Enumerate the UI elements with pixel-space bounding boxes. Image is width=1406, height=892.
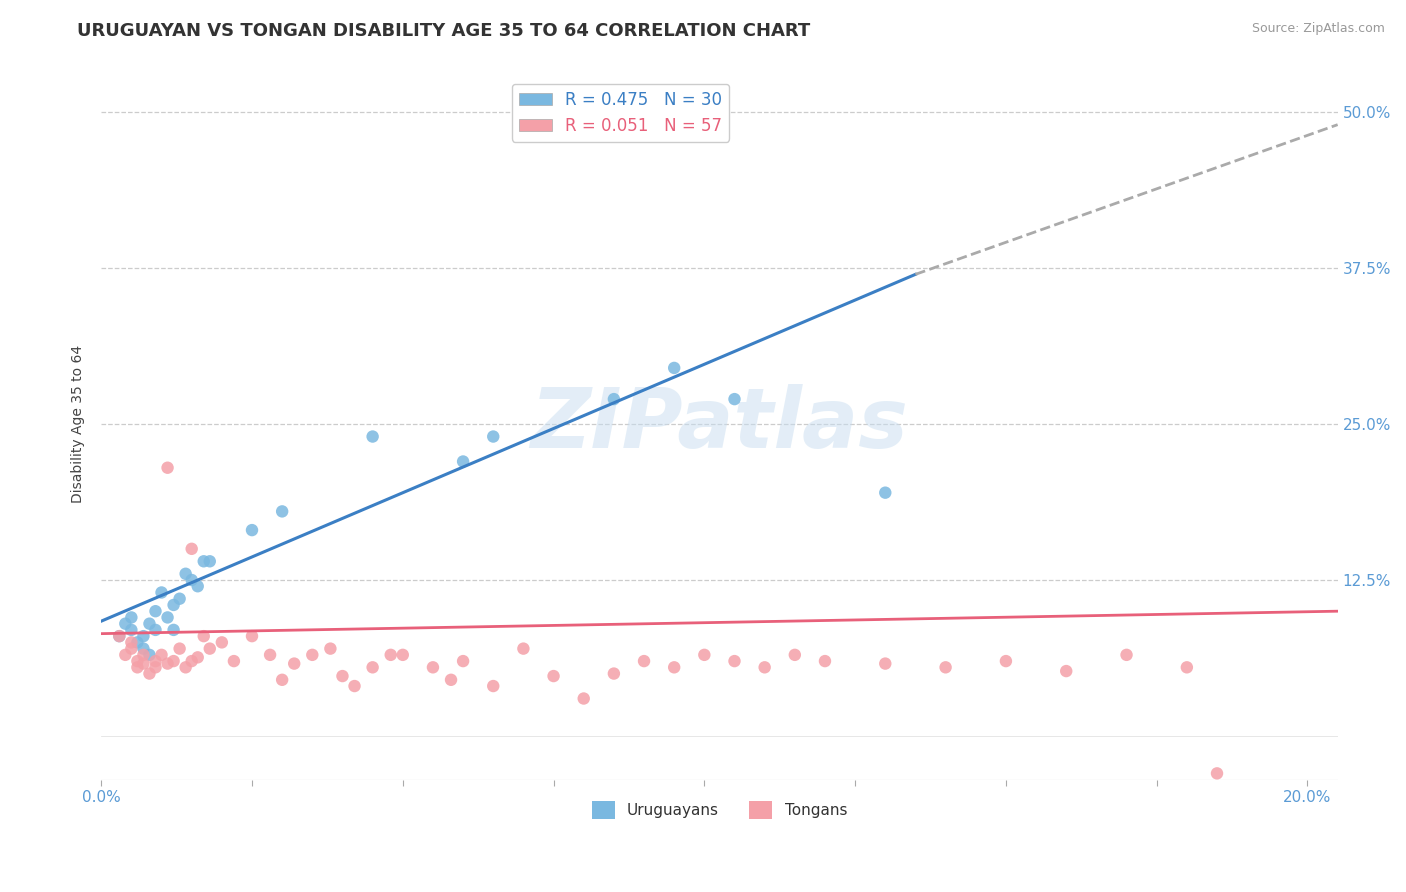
Point — [187, 579, 209, 593]
Point — [108, 629, 131, 643]
Point — [271, 673, 294, 687]
Point — [875, 657, 897, 671]
Point — [482, 679, 505, 693]
Point — [343, 679, 366, 693]
Point — [174, 660, 197, 674]
Point — [332, 669, 354, 683]
Point — [633, 654, 655, 668]
Point — [723, 392, 745, 406]
Point — [162, 654, 184, 668]
Text: URUGUAYAN VS TONGAN DISABILITY AGE 35 TO 64 CORRELATION CHART: URUGUAYAN VS TONGAN DISABILITY AGE 35 TO… — [77, 22, 811, 40]
Point — [145, 654, 167, 668]
Point — [723, 654, 745, 668]
Point — [259, 648, 281, 662]
Point — [572, 691, 595, 706]
Point — [664, 360, 686, 375]
Point — [132, 657, 155, 671]
Point — [198, 641, 221, 656]
Point — [180, 541, 202, 556]
Point — [132, 629, 155, 643]
Point — [127, 660, 149, 674]
Point — [1115, 648, 1137, 662]
Point — [138, 616, 160, 631]
Point — [156, 460, 179, 475]
Point — [240, 629, 263, 643]
Point — [114, 648, 136, 662]
Point — [391, 648, 413, 662]
Point — [283, 657, 305, 671]
Point — [138, 666, 160, 681]
Point — [271, 504, 294, 518]
Point — [482, 429, 505, 443]
Point — [156, 610, 179, 624]
Point — [138, 648, 160, 662]
Point — [120, 610, 142, 624]
Point — [114, 616, 136, 631]
Point — [120, 635, 142, 649]
Point — [664, 660, 686, 674]
Point — [211, 635, 233, 649]
Point — [187, 650, 209, 665]
Point — [422, 660, 444, 674]
Point — [120, 641, 142, 656]
Point — [301, 648, 323, 662]
Point — [603, 666, 626, 681]
Point — [1206, 766, 1229, 780]
Point — [783, 648, 806, 662]
Point — [145, 660, 167, 674]
Y-axis label: Disability Age 35 to 64: Disability Age 35 to 64 — [72, 345, 86, 503]
Point — [1054, 664, 1077, 678]
Point — [319, 641, 342, 656]
Point — [174, 566, 197, 581]
Point — [198, 554, 221, 568]
Point — [543, 669, 565, 683]
Point — [361, 429, 384, 443]
Point — [127, 635, 149, 649]
Point — [193, 554, 215, 568]
Point — [132, 648, 155, 662]
Point — [180, 573, 202, 587]
Point — [994, 654, 1017, 668]
Point — [169, 591, 191, 606]
Point — [156, 657, 179, 671]
Point — [451, 454, 474, 468]
Point — [693, 648, 716, 662]
Point — [440, 673, 463, 687]
Point — [145, 623, 167, 637]
Point — [127, 654, 149, 668]
Point — [180, 654, 202, 668]
Point — [240, 523, 263, 537]
Point — [380, 648, 402, 662]
Point — [150, 585, 173, 599]
Point — [451, 654, 474, 668]
Text: Source: ZipAtlas.com: Source: ZipAtlas.com — [1251, 22, 1385, 36]
Point — [361, 660, 384, 674]
Point — [814, 654, 837, 668]
Point — [162, 598, 184, 612]
Point — [150, 648, 173, 662]
Point — [754, 660, 776, 674]
Legend: Uruguayans, Tongans: Uruguayans, Tongans — [586, 795, 853, 825]
Point — [935, 660, 957, 674]
Point — [875, 485, 897, 500]
Point — [145, 604, 167, 618]
Text: ZIPatlas: ZIPatlas — [530, 384, 908, 465]
Point — [108, 629, 131, 643]
Point — [512, 641, 534, 656]
Point — [1175, 660, 1198, 674]
Point — [120, 623, 142, 637]
Point — [222, 654, 245, 668]
Point — [193, 629, 215, 643]
Point — [162, 623, 184, 637]
Point — [169, 641, 191, 656]
Point — [132, 641, 155, 656]
Point — [603, 392, 626, 406]
